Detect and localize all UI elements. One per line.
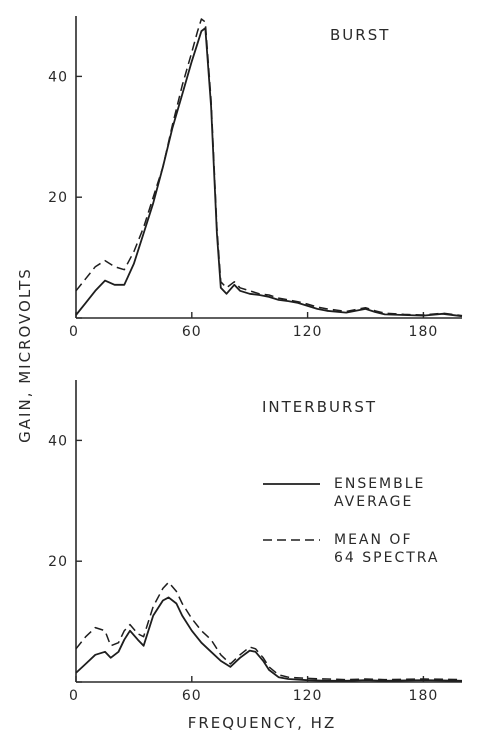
legend-dashed-label-line2: 64 SPECTRA: [334, 550, 440, 566]
legend-solid-label-line2: AVERAGE: [334, 494, 413, 510]
burst-x-tick-label: 60: [182, 324, 202, 340]
y-axis-title: GAIN, MICROVOLTS: [16, 267, 34, 443]
interburst-x-tick-label: 0: [69, 688, 79, 704]
burst-y-tick-label: 40: [48, 69, 68, 85]
burst-mean-spectra-line: [75, 18, 463, 317]
interburst-x-tick-label: 60: [182, 688, 202, 704]
interburst-ensemble-average-line: [75, 596, 463, 682]
burst-panel: 0 60 120 180 20 40 BURST: [48, 16, 463, 340]
burst-ensemble-average-line: [75, 27, 463, 318]
legend-solid-label-line1: ENSEMBLE: [334, 476, 425, 492]
legend-dashed-label-line1: MEAN OF: [334, 532, 413, 548]
x-axis-title: FREQUENCY, HZ: [188, 714, 336, 732]
interburst-panel: 0 60 120 180 20 40 INTERBURST ENSEMBLE AVERAG…: [48, 380, 463, 704]
interburst-mean-spectra-line: [75, 581, 463, 681]
burst-x-tick-label: 120: [293, 324, 323, 340]
burst-x-tick-label: 180: [409, 324, 439, 340]
burst-y-tick-label: 20: [48, 190, 68, 206]
interburst-x-tick-label: 120: [293, 688, 323, 704]
burst-x-tick-label: 0: [69, 324, 79, 340]
legend: ENSEMBLE AVERAGE MEAN OF 64 SPECTRA: [263, 476, 440, 566]
interburst-y-tick-label: 20: [48, 554, 68, 570]
interburst-y-tick-label: 40: [48, 433, 68, 449]
interburst-panel-title: INTERBURST: [262, 398, 377, 416]
interburst-x-tick-label: 180: [409, 688, 439, 704]
burst-panel-title: BURST: [330, 26, 390, 44]
